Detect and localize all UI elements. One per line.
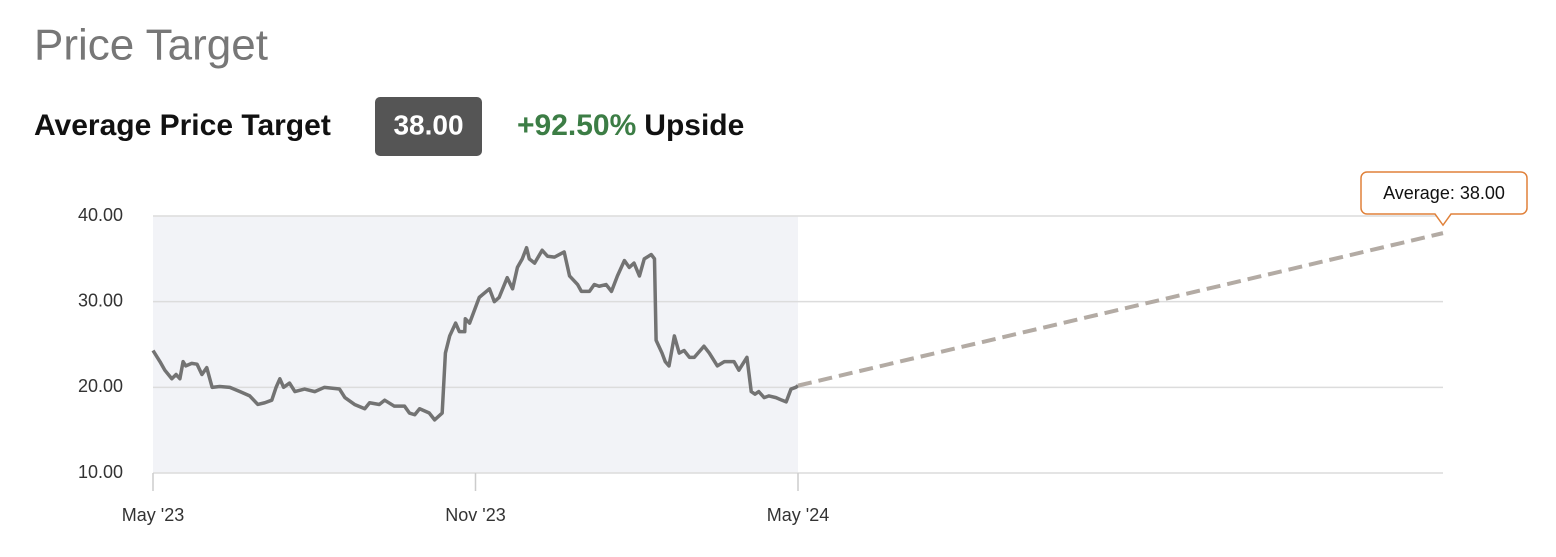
badge-value: 38.00	[393, 109, 463, 140]
page-title: Price Target	[34, 21, 268, 70]
x-tick-label: May '23	[122, 505, 184, 525]
annotation-box	[1360, 171, 1528, 227]
plot: 10.00 20.00 30.00 40.00 May '23 Nov '23 May '2…	[78, 171, 1528, 525]
upside-percent: +92.50%	[517, 109, 636, 142]
y-tick-label: 10.00	[78, 462, 123, 482]
upside-label: Upside	[644, 109, 744, 142]
forecast-line	[797, 231, 1444, 388]
price-line	[151, 245, 800, 422]
badge-box	[375, 97, 482, 156]
y-tick-label: 40.00	[78, 205, 123, 225]
annotation-text: Average: 38.00	[1383, 183, 1505, 203]
x-tick-label: Nov '23	[445, 505, 505, 525]
x-tick-label: May '24	[767, 505, 829, 525]
average-label: Average Price Target	[34, 109, 331, 142]
history-shade	[153, 216, 798, 473]
y-tick-label: 20.00	[78, 376, 123, 396]
y-tick-label: 30.00	[78, 290, 123, 310]
upside-text: +92.50% Upside	[517, 109, 744, 142]
